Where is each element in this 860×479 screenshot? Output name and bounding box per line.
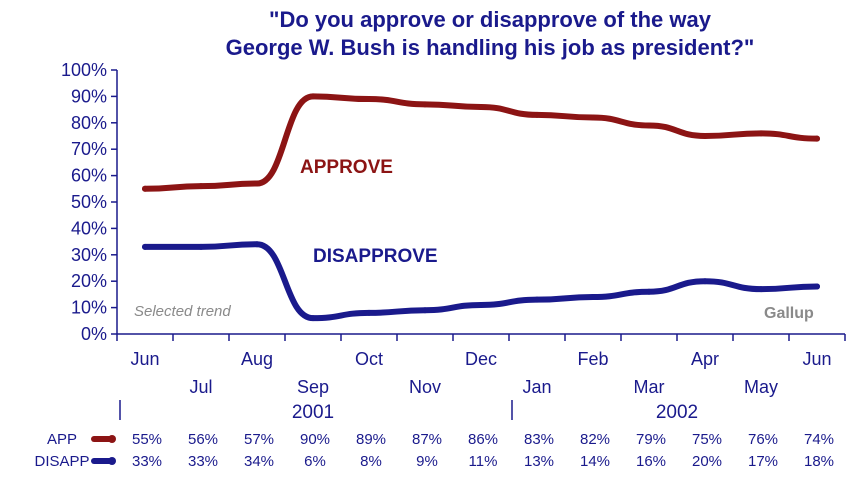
table-cell: 89%: [356, 431, 386, 448]
table-cell: 82%: [580, 431, 610, 448]
approve-point: [534, 111, 540, 118]
disapprove-point: [478, 301, 484, 308]
table-cell: 9%: [416, 453, 438, 470]
table-cell: 74%: [804, 431, 834, 448]
y-tick-label: 90%: [71, 86, 107, 106]
x-tick-label: Nov: [409, 377, 441, 397]
x-tick-label: Mar: [634, 377, 665, 397]
disapprove-point: [254, 241, 260, 248]
approve-point: [478, 103, 484, 110]
chart-title-line-1: "Do you approve or disapprove of the way: [269, 7, 712, 32]
table-cell: 83%: [524, 431, 554, 448]
table-cell: 57%: [244, 431, 274, 448]
table-cell: 6%: [304, 453, 326, 470]
table-cell: 79%: [636, 431, 666, 448]
x-tick-label: Apr: [691, 349, 719, 369]
y-tick-label: 30%: [71, 245, 107, 265]
disapprove-point: [142, 243, 148, 250]
table-cell: 8%: [360, 453, 382, 470]
table-cell: 16%: [636, 453, 666, 470]
y-tick-label: 50%: [71, 192, 107, 212]
approve-point: [814, 135, 820, 142]
table-cell: 33%: [132, 453, 162, 470]
x-axis-labels: Jun Jul Aug Sep Oct Nov Dec Jan Feb Mar Apr May Jun: [130, 349, 831, 397]
table-cell: 76%: [748, 431, 778, 448]
table-cell: 11%: [469, 453, 498, 470]
table-cell: 55%: [132, 431, 162, 448]
y-tick-label: 0%: [81, 324, 107, 344]
x-tick-label: Oct: [355, 349, 383, 369]
x-tick-label: Dec: [465, 349, 497, 369]
disapprove-point: [198, 243, 204, 250]
table-cell: 90%: [300, 431, 330, 448]
x-tick-label: Jun: [130, 349, 159, 369]
chart-title-line-2: George W. Bush is handling his job as pr…: [226, 35, 755, 60]
approve-point: [254, 180, 260, 187]
table-cell: 13%: [524, 453, 554, 470]
y-tick-label: 10%: [71, 298, 107, 318]
table-cell: 14%: [580, 453, 610, 470]
table-cell: 75%: [692, 431, 722, 448]
disapprove-point: [534, 296, 540, 303]
approve-point: [366, 96, 372, 103]
value-table: APP 55% 56% 57% 90% 89% 87% 86% 83% 82% 79% 75% 76% 7…: [34, 431, 834, 470]
x-tick-label: May: [744, 377, 778, 397]
series-lines: [142, 93, 820, 322]
approve-point: [646, 122, 652, 129]
y-tick-label: 20%: [71, 271, 107, 291]
table-cell: 20%: [692, 453, 722, 470]
selected-trend-note: Selected trend: [134, 303, 231, 320]
source-label: Gallup: [764, 305, 814, 322]
y-tick-label: 100%: [61, 60, 107, 80]
y-axis-labels: 0% 10% 20% 30% 40% 50% 60% 70% 80% 90% 100%: [61, 60, 107, 344]
approve-point: [702, 133, 708, 139]
y-tick-label: 40%: [71, 218, 107, 238]
approve-point: [422, 101, 428, 108]
table-cell: 33%: [188, 453, 218, 470]
table-row-label: DISAPP: [34, 453, 89, 470]
approve-point: [198, 183, 204, 190]
disapprove-point: [310, 315, 316, 322]
x-tick-label: Aug: [241, 349, 273, 369]
y-tick-label: 70%: [71, 139, 107, 159]
x-tick-label: Jun: [802, 349, 831, 369]
y-tick-label: 60%: [71, 166, 107, 186]
approve-point: [590, 114, 596, 121]
disapprove-point: [366, 309, 372, 316]
legend-swatch-dot: [108, 435, 116, 443]
approve-point: [758, 130, 764, 137]
chart-axes: [111, 69, 846, 341]
disapprove-point: [814, 283, 820, 290]
disapprove-point: [702, 278, 708, 285]
disapprove-point: [590, 294, 596, 301]
approve-point: [142, 185, 148, 192]
year-labels: 2001 2002: [119, 400, 698, 423]
approve-line: [142, 93, 820, 192]
approve-series-label: APPROVE: [300, 157, 393, 178]
table-row-label: APP: [47, 431, 77, 448]
table-cell: 86%: [468, 431, 498, 448]
disapprove-point: [422, 307, 428, 314]
table-cell: 56%: [188, 431, 218, 448]
approve-point: [310, 93, 316, 100]
x-tick-label: Jul: [189, 377, 212, 397]
year-label: 2001: [292, 402, 334, 423]
disapprove-point: [646, 288, 652, 295]
table-cell: 34%: [244, 453, 274, 470]
disapprove-series-label: DISAPPROVE: [313, 246, 438, 267]
table-cell: 17%: [748, 453, 778, 470]
legend-swatch-dot: [108, 457, 116, 465]
disapprove-point: [758, 286, 764, 293]
x-tick-label: Sep: [297, 377, 329, 397]
x-tick-label: Jan: [522, 377, 551, 397]
table-cell: 18%: [804, 453, 834, 470]
year-label: 2002: [656, 402, 698, 423]
table-cell: 87%: [412, 431, 442, 448]
x-tick-label: Feb: [577, 349, 608, 369]
y-tick-label: 80%: [71, 113, 107, 133]
